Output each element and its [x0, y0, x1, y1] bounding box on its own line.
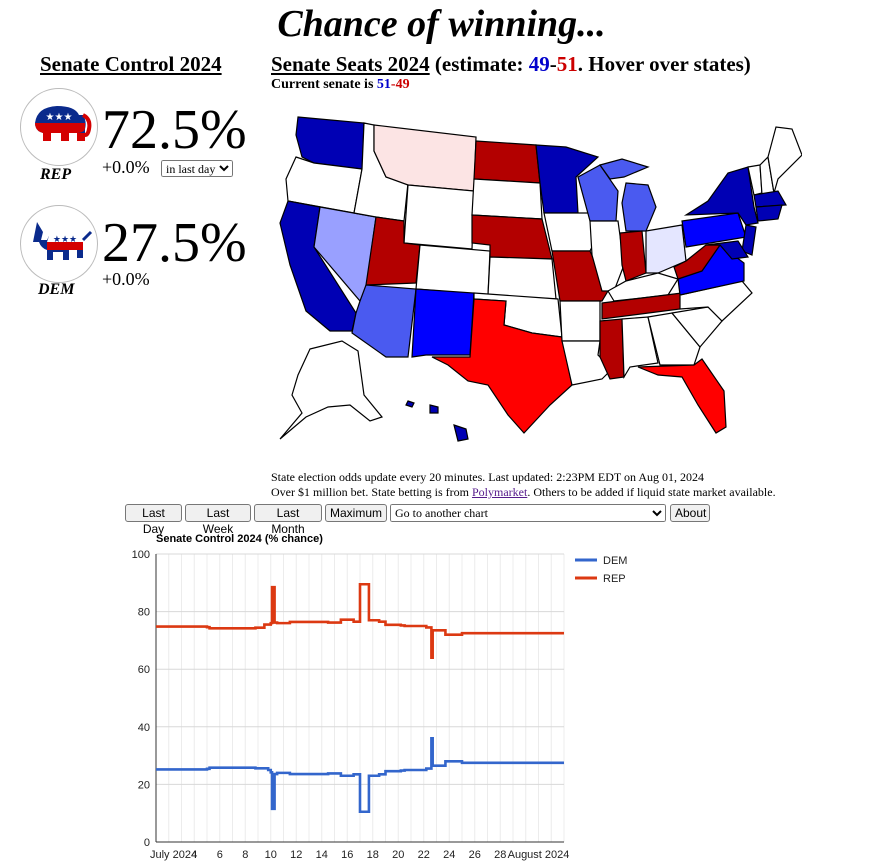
state-ct-ri[interactable] — [755, 204, 783, 222]
current-senate: Current senate is 51-49 — [271, 77, 410, 93]
legend-label-rep: REP — [603, 573, 626, 585]
state-hi-2[interactable] — [429, 404, 439, 414]
state-oh[interactable] — [645, 224, 687, 274]
chart-grid — [155, 553, 565, 843]
state-sd[interactable] — [471, 178, 543, 220]
y-tick-label: 0 — [144, 837, 150, 849]
state-me[interactable] — [767, 126, 802, 194]
x-tick-label: 14 — [316, 849, 328, 861]
state-ms[interactable] — [599, 318, 625, 380]
estimate-rep: 51 — [556, 52, 578, 76]
x-tick-label: 26 — [469, 849, 481, 861]
period-select[interactable]: in last day — [161, 160, 233, 177]
x-tick-label: August 2024 — [508, 849, 570, 861]
state-co[interactable] — [415, 244, 491, 296]
state-nm[interactable] — [411, 288, 475, 358]
svg-text:★★★: ★★★ — [46, 112, 73, 123]
state-ar[interactable] — [559, 300, 601, 342]
state-hi[interactable] — [453, 424, 469, 442]
legend-label-dem: DEM — [603, 555, 627, 567]
polymarket-link[interactable]: Polymarket — [471, 485, 528, 499]
state-ak[interactable] — [279, 340, 384, 440]
state-wy[interactable] — [403, 184, 475, 250]
chart-title: Senate Control 2024 (% chance) — [156, 533, 323, 545]
senate-seats-heading: Senate Seats 2024 (estimate: 49-51. Hove… — [271, 52, 751, 77]
svg-text:★★★: ★★★ — [53, 235, 77, 245]
state-mi-up[interactable] — [599, 158, 650, 180]
state-wi[interactable] — [577, 164, 619, 222]
estimate-prefix: (estimate: — [429, 52, 529, 76]
bet-info: Over $1 million bet. State betting is fr… — [271, 485, 776, 500]
state-ma[interactable] — [753, 190, 787, 208]
y-tick-label: 20 — [138, 779, 150, 791]
x-tick-label: 20 — [392, 849, 404, 861]
state-fl[interactable] — [637, 358, 727, 434]
donkey-icon: ★★★ — [20, 205, 98, 283]
rep-percent: 72.5% — [102, 99, 247, 161]
chart-legend: DEM REP — [575, 555, 627, 585]
bet-info-prefix: Over $1 million bet. State betting is fr… — [271, 485, 472, 499]
estimate-dem: 49 — [528, 52, 550, 76]
x-tick-label: 24 — [443, 849, 455, 861]
series-line-rep — [156, 582, 564, 659]
current-rep: 49 — [395, 77, 410, 92]
rep-label: REP — [40, 166, 72, 183]
x-tick-label: 6 — [217, 849, 223, 861]
state-mn[interactable] — [535, 144, 600, 214]
state-nj[interactable] — [741, 224, 757, 256]
chart-select[interactable]: Go to another chart — [390, 504, 666, 522]
state-mi[interactable] — [621, 182, 657, 232]
x-tick-label: 28 — [494, 849, 506, 861]
current-dem: 51 — [376, 77, 391, 92]
x-tick-label: 18 — [367, 849, 379, 861]
last-day-button[interactable]: Last Day — [125, 504, 182, 536]
dem-label: DEM — [38, 281, 75, 298]
state-tx[interactable] — [431, 298, 573, 434]
last-month-button[interactable]: Last Month — [254, 504, 322, 536]
y-tick-label: 100 — [132, 549, 150, 561]
bet-info-suffix: . Others to be added if liquid state mar… — [527, 485, 776, 499]
state-ny[interactable] — [683, 166, 759, 226]
y-axis: 0 20 40 60 80 100 — [132, 549, 150, 849]
x-tick-label: 8 — [242, 849, 248, 861]
senate-control-heading: Senate Control 2024 — [40, 52, 222, 76]
estimate-sep: - — [549, 52, 557, 76]
about-button[interactable]: About — [670, 504, 710, 522]
elephant-icon: ★★★ — [20, 88, 98, 166]
state-ga[interactable] — [647, 312, 701, 366]
maximum-button[interactable]: Maximum — [325, 504, 387, 522]
y-tick-label: 40 — [138, 722, 150, 734]
us-senate-map — [279, 116, 802, 442]
x-tick-label: 16 — [341, 849, 353, 861]
update-info: State election odds update every 20 minu… — [271, 470, 705, 484]
dem-change: +0.0% — [102, 269, 150, 289]
x-tick-label: 22 — [418, 849, 430, 861]
state-in[interactable] — [619, 230, 647, 282]
y-tick-label: 60 — [138, 664, 150, 676]
x-tick-label: 4 — [191, 849, 197, 861]
x-tick-label: 12 — [290, 849, 302, 861]
senate-control-chart: Senate Control 2024 (% chance) 020406080… — [132, 533, 628, 861]
state-az[interactable] — [351, 284, 417, 358]
current-sep: - — [390, 77, 396, 92]
x-tick-label: 10 — [265, 849, 277, 861]
state-ks[interactable] — [487, 256, 557, 300]
series-line-dem — [156, 737, 564, 814]
senate-seats-title: Senate Seats 2024 — [271, 52, 430, 76]
x-tick-label: July 2024 — [150, 849, 197, 861]
series-lines — [156, 582, 564, 814]
rep-change: +0.0% — [102, 157, 150, 177]
dem-percent: 27.5% — [102, 212, 247, 274]
last-week-button[interactable]: Last Week — [185, 504, 251, 536]
state-hi-3[interactable] — [405, 400, 415, 408]
state-md[interactable] — [705, 240, 750, 260]
current-prefix: Current senate is — [271, 77, 377, 92]
estimate-suffix: . Hover over states) — [577, 52, 751, 76]
state-nd[interactable] — [473, 140, 541, 184]
y-tick-label: 80 — [138, 607, 150, 619]
page-title: Chance of winning... — [277, 3, 606, 45]
state-al[interactable] — [621, 316, 659, 380]
